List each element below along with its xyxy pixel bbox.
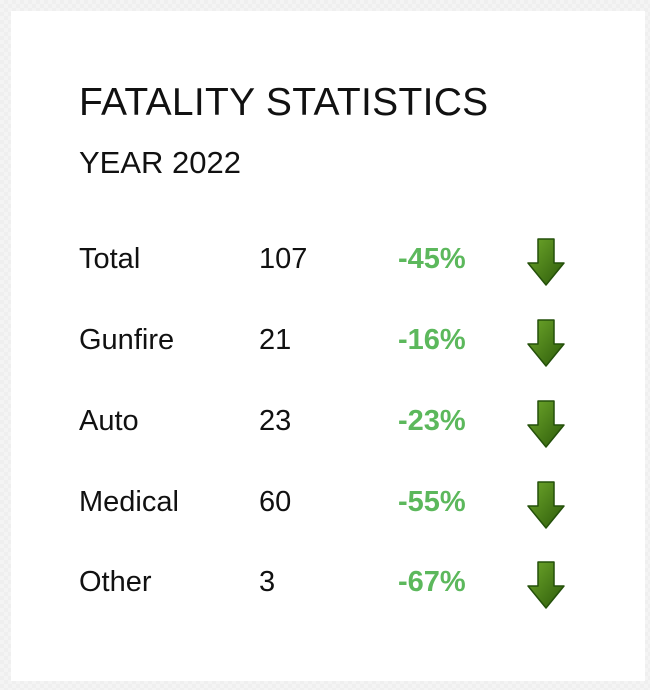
stat-count: 60	[259, 486, 292, 518]
stat-row-other: Other 3 -67%	[11, 560, 645, 620]
stat-row-medical: Medical 60 -55%	[11, 480, 645, 540]
stats-list: Total 107 -45% Gunfire 21 -16% Auto 23 -…	[11, 11, 645, 681]
stat-row-total: Total 107 -45%	[11, 237, 645, 297]
card-subtitle: YEAR 2022	[79, 145, 241, 180]
stat-count: 21	[259, 324, 292, 356]
down-arrow-icon	[527, 400, 565, 448]
card-title: FATALITY STATISTICS	[79, 81, 489, 124]
stat-row-auto: Auto 23 -23%	[11, 399, 645, 459]
stat-label: Gunfire	[79, 324, 175, 356]
stat-change: -67%	[398, 566, 466, 598]
stat-change: -55%	[398, 486, 466, 518]
stat-row-gunfire: Gunfire 21 -16%	[11, 318, 645, 378]
stat-count: 3	[259, 566, 276, 598]
stat-change: -16%	[398, 324, 466, 356]
stat-label: Total	[79, 243, 141, 275]
stat-change: -23%	[398, 405, 466, 437]
down-arrow-icon	[527, 319, 565, 367]
down-arrow-icon	[527, 561, 565, 609]
stat-change: -45%	[398, 243, 466, 275]
stat-count: 23	[259, 405, 292, 437]
stat-count: 107	[259, 243, 308, 275]
stat-label: Auto	[79, 405, 139, 437]
down-arrow-icon	[527, 238, 565, 286]
stat-label: Other	[79, 566, 152, 598]
stats-card: FATALITY STATISTICS YEAR 2022 Total 107 …	[11, 11, 645, 681]
down-arrow-icon	[527, 481, 565, 529]
stat-label: Medical	[79, 486, 179, 518]
